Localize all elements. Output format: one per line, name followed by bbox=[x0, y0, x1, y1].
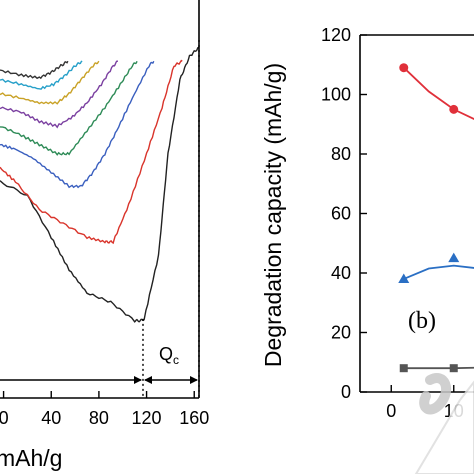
panel-b-label: (b) bbox=[408, 308, 436, 334]
b-y-tick-label: 0 bbox=[341, 382, 351, 402]
point-triangle bbox=[398, 273, 410, 283]
point-square bbox=[399, 364, 408, 373]
curve-2 bbox=[0, 60, 155, 189]
point-triangle bbox=[448, 252, 460, 263]
curve-0 bbox=[0, 46, 200, 323]
qc-arrow-head-right bbox=[190, 376, 198, 384]
a-x-tick-label: 0 bbox=[0, 408, 9, 428]
point-circle bbox=[449, 104, 459, 114]
capacity-arrow-left-head bbox=[133, 376, 142, 384]
b-y-tick-label: 60 bbox=[331, 204, 351, 224]
panel-a-x-axis-title: mAh/g bbox=[0, 445, 62, 471]
qc-arrow-head-left bbox=[143, 376, 152, 384]
panel-a-annotations: Qc bbox=[0, 40, 200, 398]
point-square bbox=[449, 364, 458, 373]
b-x-tick-label: 0 bbox=[386, 401, 396, 421]
b-y-tick-label: 100 bbox=[321, 85, 351, 105]
b-y-tick-label: 40 bbox=[331, 263, 351, 283]
a-x-tick-label: 120 bbox=[132, 408, 162, 428]
curve-6 bbox=[0, 60, 83, 90]
fit-line-circle bbox=[403, 67, 474, 121]
a-x-tick-label: 80 bbox=[89, 408, 109, 428]
b-y-tick-label: 80 bbox=[331, 144, 351, 164]
qc-label: Qc bbox=[159, 344, 179, 367]
panel-a-curves bbox=[0, 46, 200, 323]
a-x-tick-label: 160 bbox=[179, 408, 209, 428]
curve-4 bbox=[0, 60, 118, 129]
panel-b-y-axis-title: Degradation capacity (mAh/g) bbox=[260, 63, 286, 367]
point-circle bbox=[399, 63, 409, 73]
b-y-tick-label: 120 bbox=[321, 25, 351, 45]
fit-line-triangle bbox=[403, 264, 474, 280]
b-y-tick-label: 20 bbox=[331, 323, 351, 343]
watermark bbox=[414, 373, 474, 474]
curve-5 bbox=[0, 60, 100, 105]
panel-b-ticks: 020406080100120010 bbox=[321, 25, 464, 421]
curve-7 bbox=[0, 60, 69, 80]
fit-line-square bbox=[403, 366, 474, 370]
curve-1 bbox=[0, 59, 183, 245]
panel-b-series bbox=[398, 63, 474, 373]
panel-b: 020406080100120010 (b) Degradation capac… bbox=[260, 25, 474, 421]
panel-a: 0 40 80 120 160 Qc mAh/g bbox=[0, 0, 209, 471]
panel-b-axes bbox=[359, 34, 474, 393]
panel-a-x-ticks: 0 40 80 120 160 bbox=[0, 391, 209, 428]
qc-label-subscript: c bbox=[173, 353, 179, 367]
curve-3 bbox=[0, 60, 138, 156]
qc-label-main: Q bbox=[159, 344, 173, 364]
a-x-tick-label: 40 bbox=[41, 408, 61, 428]
